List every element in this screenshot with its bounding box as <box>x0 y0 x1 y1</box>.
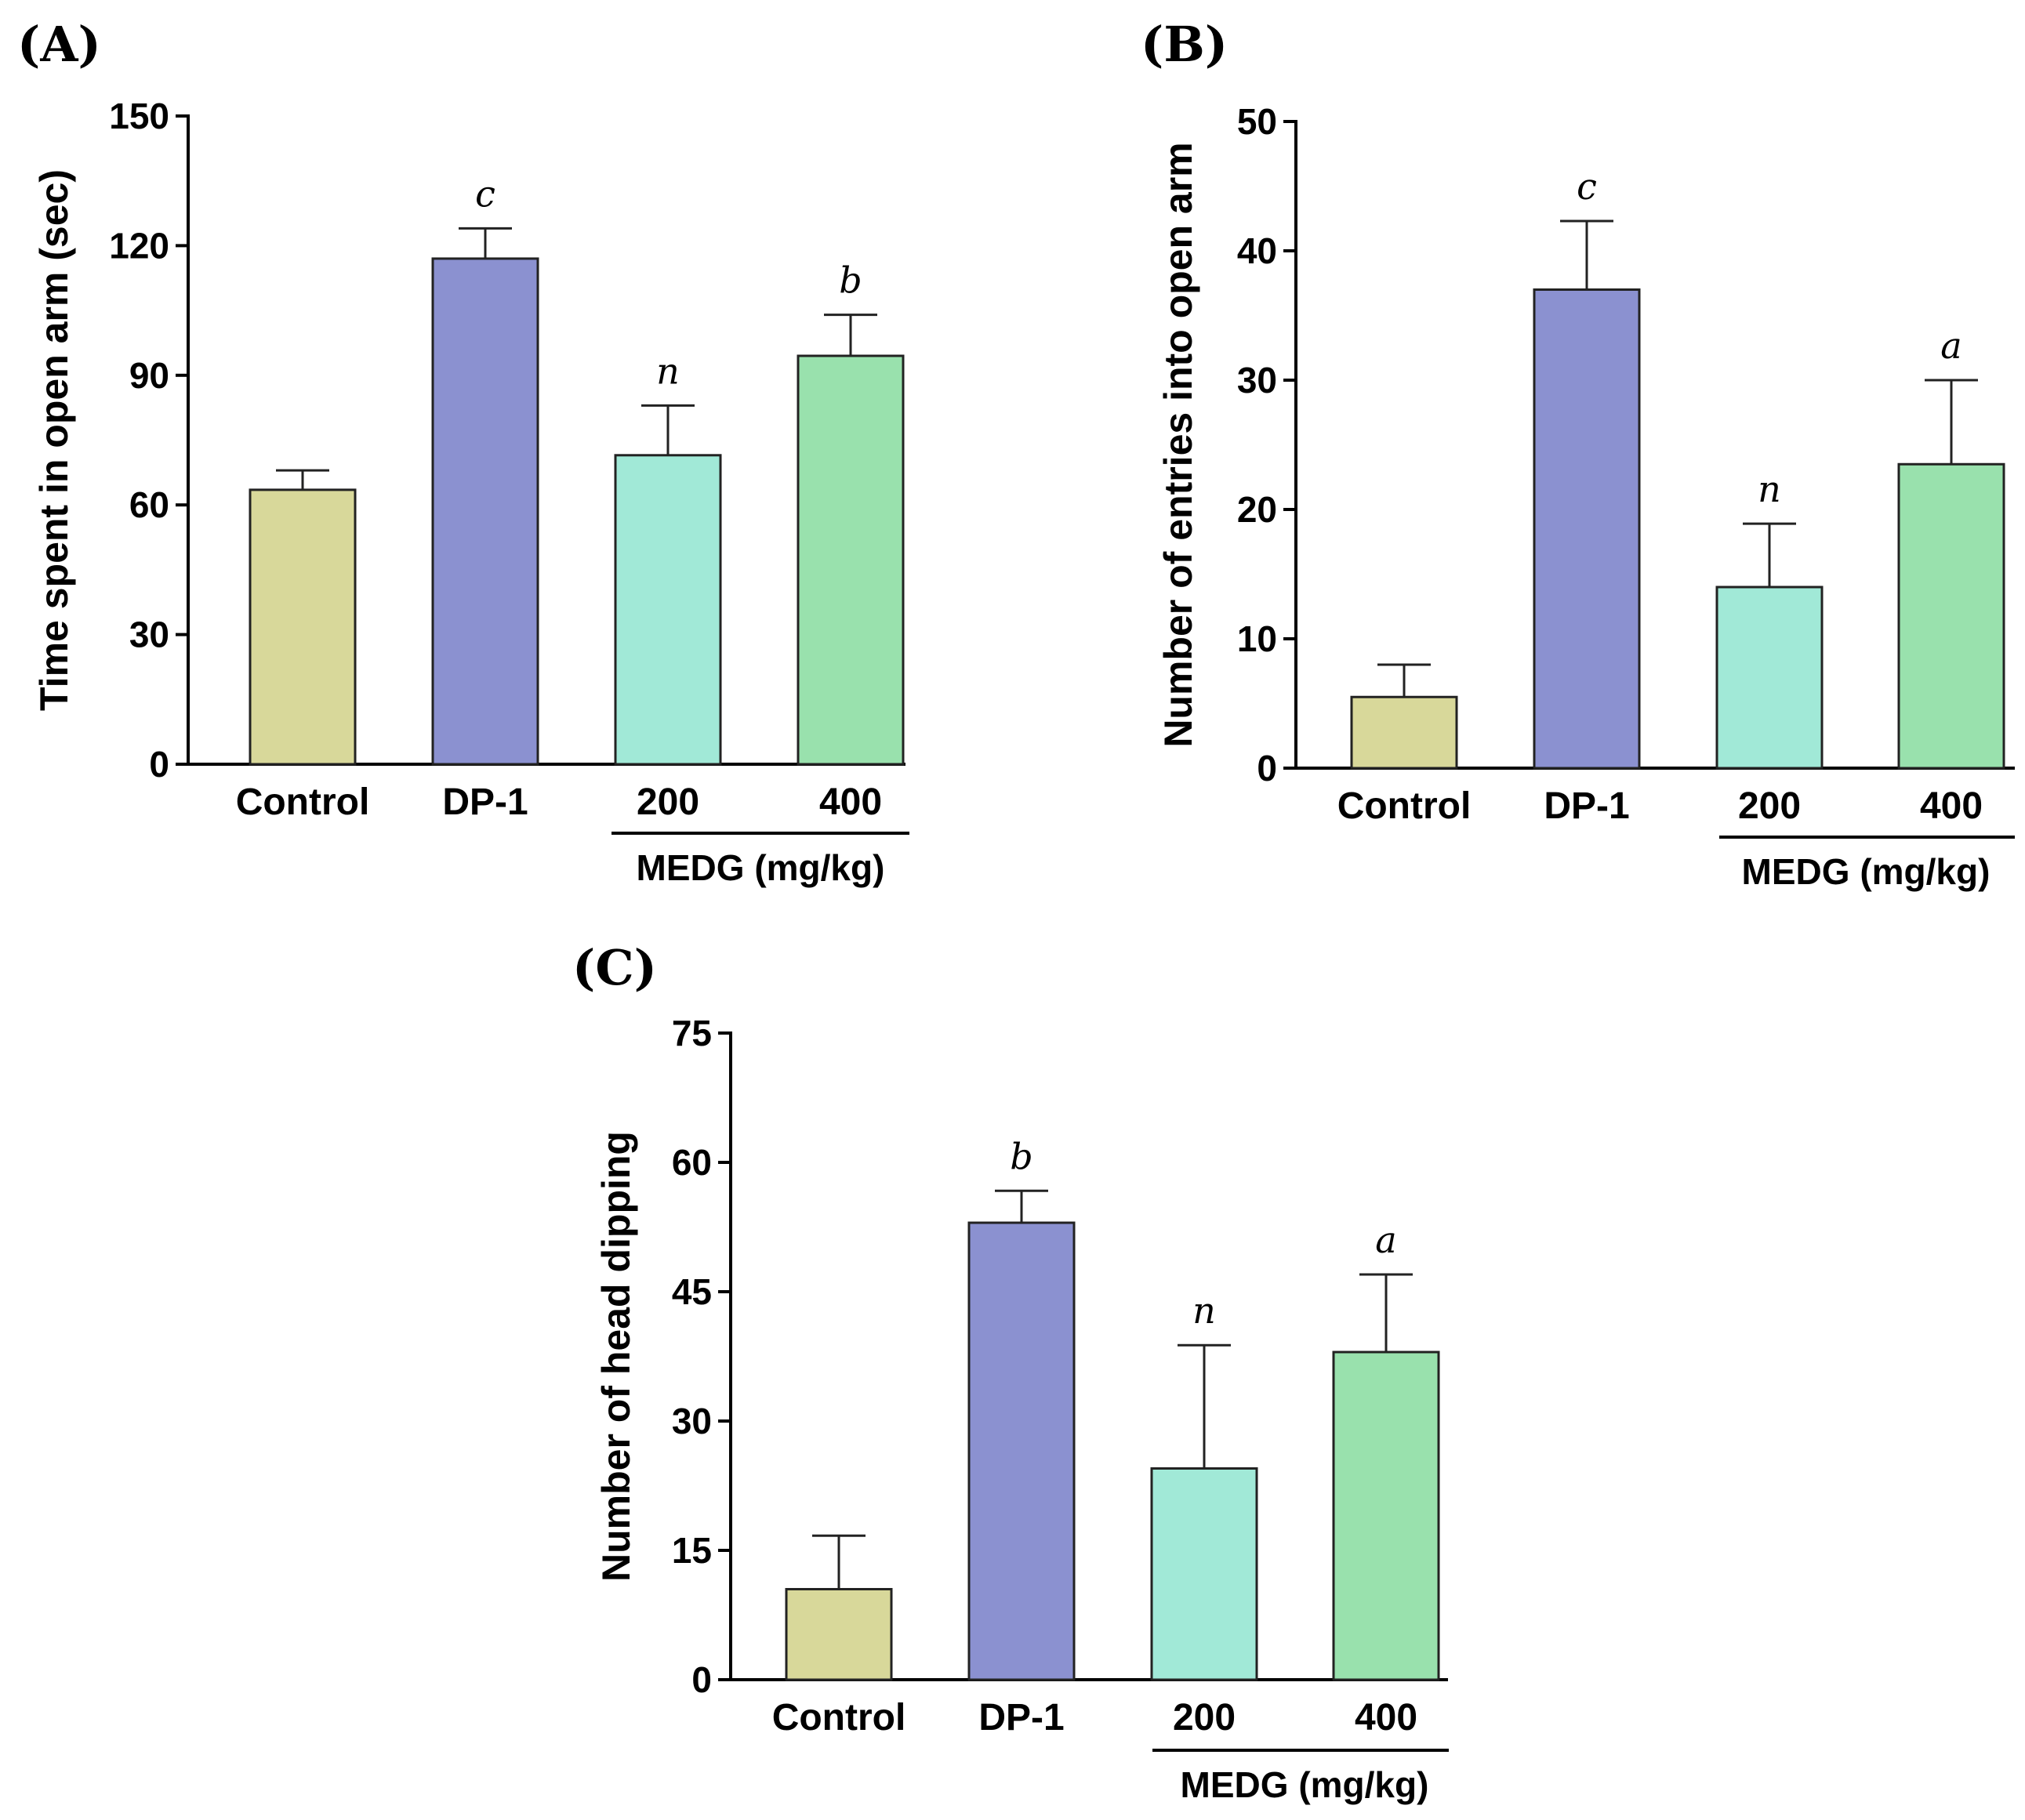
significance-label: b <box>1010 1135 1032 1177</box>
x-tick-label: DP-1 <box>978 1697 1064 1738</box>
group-label: MEDG (mg/kg) <box>637 847 885 888</box>
panel-letter: (B) <box>1141 16 1228 73</box>
bar-400 <box>1332 1350 1440 1681</box>
y-tick-label: 10 <box>1237 618 1277 659</box>
x-tick-label: Control <box>1337 785 1472 827</box>
x-tick-label: 200 <box>1173 1697 1236 1738</box>
significance-label: n <box>1758 468 1781 510</box>
significance-label: n <box>1192 1289 1216 1332</box>
bar-400 <box>1897 462 2005 770</box>
bar-Control <box>785 1588 893 1681</box>
x-tick-label: 400 <box>1920 785 1983 827</box>
significance-label: n <box>656 350 680 392</box>
chart-panel-2: (B) 0 10 20 30 40 50 Number of entries into ope… <box>1141 16 2015 892</box>
y-tick-label: 30 <box>672 1401 712 1441</box>
x-tick-label: 400 <box>1355 1697 1417 1738</box>
significance-label: c <box>1577 165 1597 208</box>
y-tick-label: 75 <box>672 1013 712 1053</box>
significance-label: a <box>1375 1219 1396 1261</box>
bar-DP-1 <box>967 1221 1076 1681</box>
y-tick-label: 40 <box>1237 230 1277 271</box>
y-axis-title: Number of head dipping <box>594 1131 638 1582</box>
y-tick-label: 30 <box>1237 360 1277 401</box>
bar-Control <box>1350 695 1458 770</box>
y-axis-title: Time spent in open arm (sec) <box>32 169 76 711</box>
x-tick-label: 200 <box>637 781 699 823</box>
panel-letter: (C) <box>572 939 657 996</box>
x-tick-label: Control <box>772 1697 906 1738</box>
x-tick-label: 400 <box>819 781 882 823</box>
bar-DP-1 <box>1533 288 1641 770</box>
chart-panel-3: (C) 0 15 30 45 60 75 Number of head dipping Cont… <box>572 939 1449 1805</box>
panel-letter: (A) <box>17 16 101 73</box>
bar-200 <box>1715 586 1824 770</box>
bar-200 <box>614 454 722 766</box>
significance-label: c <box>475 172 495 215</box>
x-tick-label: 200 <box>1738 785 1801 827</box>
y-tick-label: 60 <box>672 1142 712 1183</box>
y-tick-label: 150 <box>109 96 169 136</box>
x-tick-label: Control <box>236 781 370 823</box>
y-axis-title: Number of entries into open arm <box>1156 142 1200 747</box>
bar-Control <box>249 488 357 766</box>
y-tick-label: 60 <box>129 484 169 525</box>
significance-label: b <box>839 259 862 302</box>
bar-DP-1 <box>431 257 539 766</box>
y-tick-label: 45 <box>672 1271 712 1312</box>
significance-label: a <box>1940 324 1961 367</box>
bar-200 <box>1150 1467 1258 1681</box>
chart-panel-1: (A) 0 30 60 90 120 150 Time spent in open arm (… <box>17 16 909 888</box>
bar-400 <box>797 354 905 766</box>
y-tick-label: 0 <box>691 1659 712 1700</box>
x-tick-label: DP-1 <box>1544 785 1629 827</box>
y-tick-label: 15 <box>672 1530 712 1571</box>
group-label: MEDG (mg/kg) <box>1742 851 1991 892</box>
y-tick-label: 0 <box>1257 748 1277 789</box>
y-tick-label: 50 <box>1237 101 1277 142</box>
y-tick-label: 0 <box>149 744 169 785</box>
y-tick-label: 120 <box>109 225 169 266</box>
x-tick-label: DP-1 <box>442 781 528 823</box>
y-tick-label: 30 <box>129 615 169 655</box>
y-tick-label: 90 <box>129 355 169 396</box>
group-label: MEDG (mg/kg) <box>1181 1764 1429 1805</box>
y-tick-label: 20 <box>1237 489 1277 530</box>
